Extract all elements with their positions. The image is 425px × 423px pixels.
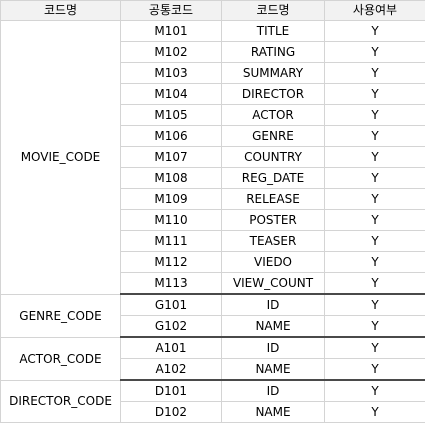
use-flag-cell[interactable]: Y: [325, 380, 425, 402]
code-name-cell[interactable]: SUMMARY: [222, 63, 325, 84]
code-name-cell[interactable]: NAME: [222, 359, 325, 381]
code-name-cell[interactable]: COUNTRY: [222, 147, 325, 168]
header-common-code[interactable]: 공통코드: [121, 1, 222, 21]
use-flag-cell[interactable]: Y: [325, 337, 425, 359]
use-flag-cell[interactable]: Y: [325, 42, 425, 63]
table-header: 코드명 공통코드 코드명 사용여부: [1, 1, 425, 21]
common-code-cell[interactable]: M112: [121, 252, 222, 273]
use-flag-cell[interactable]: Y: [325, 273, 425, 295]
common-code-cell[interactable]: M109: [121, 189, 222, 210]
use-flag-cell[interactable]: Y: [325, 168, 425, 189]
code-name-cell[interactable]: RATING: [222, 42, 325, 63]
common-code-cell[interactable]: A102: [121, 359, 222, 381]
group-name-cell[interactable]: ACTOR_CODE: [1, 337, 121, 380]
code-name-cell[interactable]: ACTOR: [222, 105, 325, 126]
use-flag-cell[interactable]: Y: [325, 210, 425, 231]
common-code-cell[interactable]: M102: [121, 42, 222, 63]
code-name-cell[interactable]: POSTER: [222, 210, 325, 231]
common-code-cell[interactable]: D101: [121, 380, 222, 402]
common-code-cell[interactable]: A101: [121, 337, 222, 359]
common-code-cell[interactable]: M103: [121, 63, 222, 84]
common-code-cell[interactable]: M111: [121, 231, 222, 252]
code-name-cell[interactable]: ID: [222, 380, 325, 402]
header-use-flag[interactable]: 사용여부: [325, 1, 425, 21]
code-name-cell[interactable]: TITLE: [222, 21, 325, 42]
use-flag-cell[interactable]: Y: [325, 231, 425, 252]
use-flag-cell[interactable]: Y: [325, 294, 425, 316]
code-name-cell[interactable]: TEASER: [222, 231, 325, 252]
code-name-cell[interactable]: ID: [222, 294, 325, 316]
common-code-cell[interactable]: M113: [121, 273, 222, 295]
header-code-name[interactable]: 코드명: [222, 1, 325, 21]
common-code-cell[interactable]: M104: [121, 84, 222, 105]
common-code-cell[interactable]: M107: [121, 147, 222, 168]
use-flag-cell[interactable]: Y: [325, 316, 425, 338]
code-name-cell[interactable]: NAME: [222, 316, 325, 338]
use-flag-cell[interactable]: Y: [325, 189, 425, 210]
use-flag-cell[interactable]: Y: [325, 252, 425, 273]
code-name-cell[interactable]: VIEW_COUNT: [222, 273, 325, 295]
code-name-cell[interactable]: RELEASE: [222, 189, 325, 210]
use-flag-cell[interactable]: Y: [325, 21, 425, 42]
code-name-cell[interactable]: ID: [222, 337, 325, 359]
common-code-cell[interactable]: M105: [121, 105, 222, 126]
common-code-cell[interactable]: M108: [121, 168, 222, 189]
use-flag-cell[interactable]: Y: [325, 147, 425, 168]
code-name-cell[interactable]: DIRECTOR: [222, 84, 325, 105]
code-name-cell[interactable]: GENRE: [222, 126, 325, 147]
use-flag-cell[interactable]: Y: [325, 63, 425, 84]
common-code-cell[interactable]: M106: [121, 126, 222, 147]
group-name-cell[interactable]: DIRECTOR_CODE: [1, 380, 121, 423]
common-code-cell[interactable]: M101: [121, 21, 222, 42]
code-name-cell[interactable]: NAME: [222, 402, 325, 423]
header-group-name[interactable]: 코드명: [1, 1, 121, 21]
header-row: 코드명 공통코드 코드명 사용여부: [1, 1, 425, 21]
use-flag-cell[interactable]: Y: [325, 105, 425, 126]
code-name-cell[interactable]: REG_DATE: [222, 168, 325, 189]
use-flag-cell[interactable]: Y: [325, 402, 425, 423]
code-name-cell[interactable]: VIEDO: [222, 252, 325, 273]
common-code-cell[interactable]: G101: [121, 294, 222, 316]
common-code-cell[interactable]: M110: [121, 210, 222, 231]
use-flag-cell[interactable]: Y: [325, 84, 425, 105]
common-code-cell[interactable]: G102: [121, 316, 222, 338]
group-name-cell[interactable]: MOVIE_CODE: [1, 21, 121, 295]
group-name-cell[interactable]: GENRE_CODE: [1, 294, 121, 337]
use-flag-cell[interactable]: Y: [325, 126, 425, 147]
use-flag-cell[interactable]: Y: [325, 359, 425, 381]
common-code-cell[interactable]: D102: [121, 402, 222, 423]
